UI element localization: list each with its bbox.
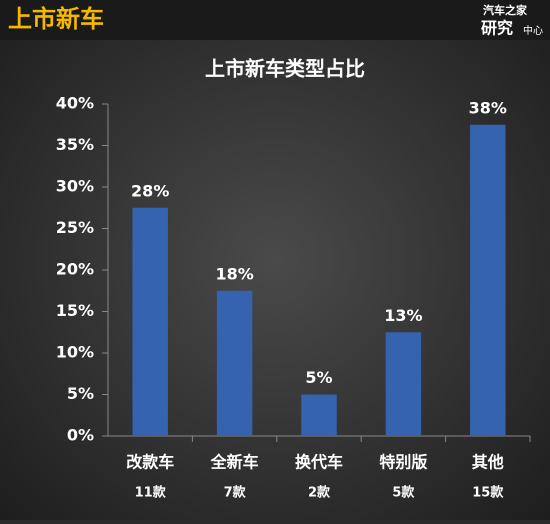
x-tick-label: 换代车 bbox=[295, 453, 343, 472]
y-tick-label: 40% bbox=[56, 94, 94, 113]
x-tick-label: 特别版 bbox=[379, 453, 427, 472]
category-note: 5款 bbox=[392, 485, 415, 501]
value-label: 13% bbox=[384, 306, 422, 325]
bar bbox=[132, 207, 168, 436]
x-tick-label: 其他 bbox=[472, 453, 504, 472]
y-tick-label: 20% bbox=[56, 260, 94, 279]
y-tick-label: 15% bbox=[56, 301, 94, 320]
category-note: 11款 bbox=[135, 485, 167, 501]
header-band bbox=[0, 0, 550, 40]
value-label: 28% bbox=[131, 181, 169, 200]
bar bbox=[470, 124, 506, 436]
logo-side: 中心 bbox=[523, 24, 543, 37]
bar bbox=[301, 394, 337, 436]
bar bbox=[385, 332, 422, 436]
y-tick-label: 0% bbox=[67, 426, 94, 445]
category-note: 15款 bbox=[472, 485, 504, 501]
y-tick-label: 35% bbox=[56, 135, 94, 154]
value-label: 5% bbox=[305, 368, 332, 387]
value-label: 38% bbox=[469, 98, 507, 117]
category-note: 7款 bbox=[224, 485, 247, 501]
x-tick-label: 改款车 bbox=[126, 453, 174, 472]
logo-top: 汽车之家 bbox=[483, 3, 528, 17]
y-tick-label: 25% bbox=[56, 218, 94, 237]
y-tick-label: 10% bbox=[56, 343, 94, 362]
y-tick-label: 5% bbox=[67, 384, 94, 403]
value-label: 18% bbox=[215, 264, 253, 283]
bar bbox=[216, 290, 253, 436]
logo-main: 研究 bbox=[481, 19, 513, 38]
y-tick-label: 30% bbox=[56, 177, 94, 196]
category-note: 2款 bbox=[308, 485, 331, 501]
section-title: 上市新车 bbox=[8, 5, 104, 33]
chart-title: 上市新车类型占比 bbox=[205, 57, 365, 81]
x-tick-label: 全新车 bbox=[210, 453, 259, 472]
